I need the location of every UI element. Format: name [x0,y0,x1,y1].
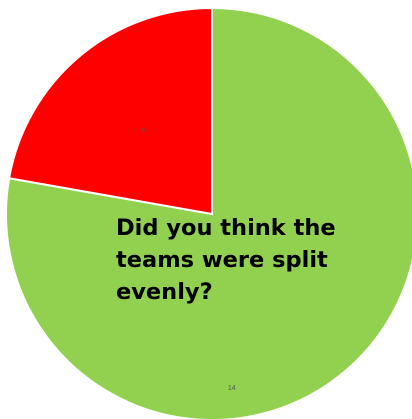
pie-slices [5,6,412,419]
pie-data-label-1: 14 [228,385,236,392]
pie-data-labels: 14 4 [141,127,236,392]
pie-slice-2 [7,6,213,216]
chart-title: Did you think the teams were split evenl… [116,215,336,305]
pie-data-label-2: 4 [141,127,145,134]
